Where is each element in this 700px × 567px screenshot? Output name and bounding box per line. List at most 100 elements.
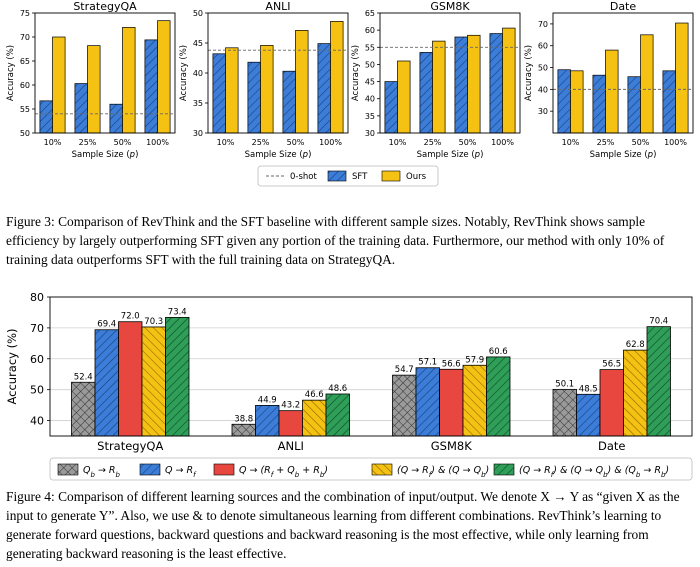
plot-frame: [49, 296, 693, 437]
x-tick-label: 10%: [389, 138, 407, 147]
figure-3-chart: StrategyQA 50 55 60 65 70 75 Accuracy (%) 10% 25%…: [6, 0, 694, 187]
panel-frame: [34, 12, 176, 134]
data-label: 50.1: [555, 379, 574, 389]
figure-4-chart: 40 50 60 70 80 Accuracy (%) 52.4 69.4 72.0 70.3 73…: [5, 291, 693, 481]
y-tick-label: 50: [538, 64, 548, 73]
y-axis-label: Accuracy (%): [6, 45, 16, 101]
x-tick-label: 50%: [632, 138, 650, 147]
bar-series-5: [165, 316, 190, 437]
y-tick-label: 50: [20, 129, 30, 138]
bar-series-4: [462, 364, 487, 437]
y-tick-label: 60: [20, 81, 30, 90]
panel-frame: [207, 12, 349, 134]
bar-sft: [454, 36, 468, 134]
bar-ours: [295, 30, 309, 134]
bar-sft: [419, 52, 433, 134]
data-label: 69.4: [97, 320, 116, 330]
x-tick-label: ANLI: [278, 439, 304, 453]
x-tick-label: Date: [598, 439, 626, 453]
y-tick-label: 30: [538, 107, 548, 116]
bar-series-2: [94, 329, 119, 437]
y-tick-label: 45: [193, 39, 203, 48]
data-label: 62.8: [626, 340, 645, 350]
bar-series-2: [576, 393, 601, 437]
bar-ours: [605, 49, 619, 134]
x-tick-label: 50%: [114, 138, 132, 147]
y-tick-label: 80: [30, 291, 44, 304]
bar-series-1: [71, 381, 96, 437]
panel-title: ANLI: [265, 0, 290, 13]
bar-ours: [675, 22, 689, 134]
x-axis-label: Sample Size (p): [72, 150, 139, 160]
y-tick-label: 70: [538, 20, 548, 29]
bar-ours: [52, 36, 66, 134]
bar-ours: [397, 60, 411, 134]
panel-title: Date: [610, 0, 637, 13]
y-tick-label: 40: [30, 415, 44, 428]
bar-sft: [247, 61, 261, 134]
legend-swatch-2: [139, 463, 161, 476]
bar-series-3: [599, 369, 624, 437]
legend-box: [49, 457, 693, 481]
bar-series-1: [231, 423, 256, 437]
y-tick-label: 60: [365, 26, 375, 35]
data-label: 38.8: [234, 414, 253, 424]
panel-frame: [552, 12, 694, 134]
legend-sft-swatch: [327, 170, 347, 182]
bar-sft: [74, 83, 88, 134]
x-tick-label: 10%: [44, 138, 62, 147]
x-tick-label: 10%: [217, 138, 235, 147]
figure-3-caption: Figure 3: Comparison of RevThink and the…: [6, 214, 665, 267]
bar-sft: [144, 39, 158, 134]
y-tick-label: 55: [365, 43, 375, 52]
y-tick-label: 35: [365, 112, 375, 121]
x-tick-label: 25%: [252, 138, 270, 147]
y-tick-label: 40: [365, 95, 375, 104]
bar-sft: [592, 74, 606, 134]
bar-sft: [39, 100, 53, 134]
bar-series-1: [552, 388, 577, 437]
legend-label-5: (Q → Rf) & (Q → Qb) & (Qb → Rb): [519, 465, 669, 479]
y-tick-label: 60: [538, 42, 548, 51]
x-axis-label: Sample Size (p): [417, 150, 484, 160]
bar-sft: [384, 81, 398, 134]
bar-series-3: [118, 321, 143, 437]
data-label: 57.1: [418, 358, 437, 368]
bar-series-2: [255, 405, 280, 437]
y-tick-label: 35: [193, 99, 203, 108]
bar-series-4: [623, 349, 648, 437]
figure-3-legend: 0-shot SFT Ours: [257, 165, 439, 187]
panel-title: StrategyQA: [73, 0, 137, 13]
panel-anli: ANLI 30 35 40 45 50 Accuracy (%) 10% 25% 50% 100% S…: [179, 0, 349, 160]
bar-series-4: [141, 326, 166, 437]
y-tick-label: 40: [193, 69, 203, 78]
y-tick-label: 75: [20, 9, 30, 18]
legend-swatch-3: [213, 463, 235, 476]
bar-sft: [557, 69, 571, 134]
x-tick-label: 100%: [146, 138, 169, 147]
x-tick-label: 10%: [562, 138, 580, 147]
x-tick-label: StrategyQA: [97, 439, 163, 453]
x-axis-label: Sample Size (p): [590, 150, 657, 160]
legend-ours-swatch: [381, 170, 401, 182]
x-tick-label: 50%: [287, 138, 305, 147]
data-label: 46.6: [305, 390, 324, 400]
panel-title: GSM8K: [430, 0, 470, 13]
bar-sft: [212, 53, 226, 134]
bar-ours: [432, 40, 446, 134]
data-label: 52.4: [74, 372, 93, 382]
x-tick-label: 25%: [424, 138, 442, 147]
y-tick-label: 50: [365, 60, 375, 69]
y-tick-label: 65: [20, 57, 30, 66]
data-label: 70.3: [144, 317, 163, 327]
x-tick-label: 25%: [79, 138, 97, 147]
legend-label-2: Q → Rf: [165, 465, 197, 479]
data-label: 54.7: [395, 365, 414, 375]
y-tick-label: 55: [20, 105, 30, 114]
legend-sft-label: SFT: [352, 172, 368, 182]
legend-swatch-1: [57, 463, 79, 476]
bar-ours: [467, 34, 481, 134]
y-axis-label: Accuracy (%): [351, 45, 361, 101]
bar-ours: [225, 47, 239, 134]
bar-ours: [330, 21, 344, 134]
